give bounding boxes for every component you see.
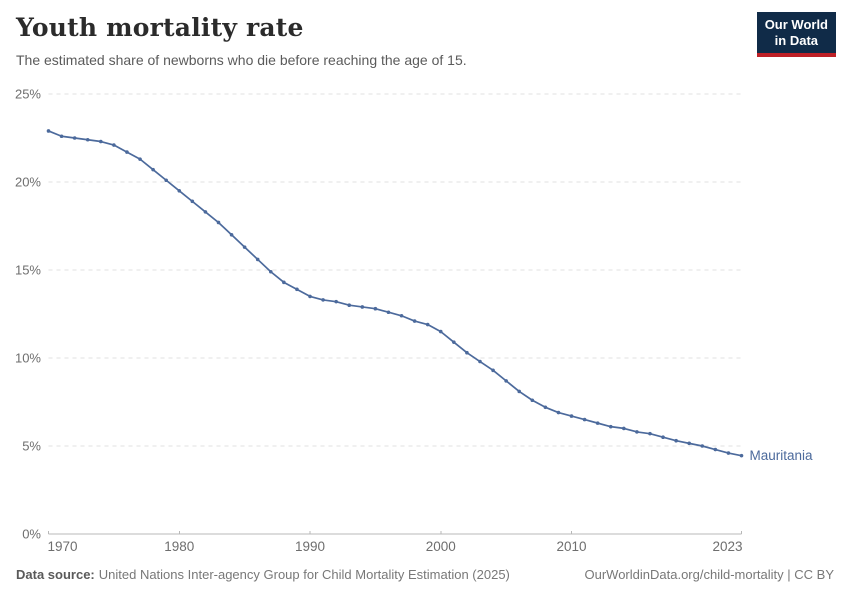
data-point-2010[interactable] [569,414,574,418]
x-axis-label: 1970 [48,539,78,554]
x-axis-label: 1980 [164,539,194,554]
data-point-2011[interactable] [582,417,587,422]
data-point-1986[interactable] [255,257,260,262]
data-point-1989[interactable] [295,287,299,292]
data-point-1973[interactable] [85,137,90,142]
data-point-2022[interactable] [726,451,731,455]
data-point-2005[interactable] [504,379,508,383]
data-point-2007[interactable] [530,398,535,403]
entity-label[interactable]: Mauritania [750,448,814,463]
footer-citation-link[interactable]: OurWorldinData.org/child-mortality | CC … [584,567,835,582]
owid-logo-line2: in Data [774,33,819,49]
data-point-1982[interactable] [203,210,208,214]
x-axis-label: 2023 [712,539,742,554]
data-point-2002[interactable] [465,350,469,355]
data-point-2021[interactable] [713,447,718,452]
data-point-2020[interactable] [700,444,705,448]
data-point-1996[interactable] [386,310,391,315]
y-axis-label: 20% [15,175,41,190]
data-point-1979[interactable] [164,178,168,183]
data-point-2017[interactable] [661,435,665,440]
data-point-1984[interactable] [229,233,234,237]
data-point-2003[interactable] [478,359,482,364]
data-point-1995[interactable] [373,306,378,311]
y-axis-label: 25% [15,87,41,102]
data-point-2018[interactable] [674,438,678,443]
y-axis-label: 15% [15,263,41,278]
data-point-1997[interactable] [399,313,404,318]
data-point-1993[interactable] [347,303,352,307]
data-point-2016[interactable] [648,431,652,436]
data-point-1971[interactable] [59,134,64,139]
data-point-2012[interactable] [595,421,600,425]
data-point-1985[interactable] [242,245,247,249]
y-axis-label: 10% [15,351,41,366]
page-title: Youth mortality rate [16,13,304,42]
data-point-1980[interactable] [177,189,182,193]
data-point-2004[interactable] [491,368,495,373]
data-point-2014[interactable] [622,426,626,431]
data-point-1998[interactable] [412,319,417,323]
data-point-1975[interactable] [112,143,116,147]
data-point-1974[interactable] [99,139,103,144]
data-point-1976[interactable] [125,150,129,154]
data-point-2019[interactable] [687,441,691,446]
data-point-1978[interactable] [151,167,155,172]
data-point-1981[interactable] [190,199,195,204]
data-point-1987[interactable] [268,269,273,274]
data-point-1972[interactable] [72,136,77,140]
data-point-1990[interactable] [308,294,312,299]
data-source: Data source: United Nations Inter-agency … [16,567,510,582]
data-point-1983[interactable] [216,220,221,225]
data-point-1994[interactable] [360,305,365,309]
data-point-1988[interactable] [282,280,286,285]
data-point-1999[interactable] [425,322,430,327]
data-point-1992[interactable] [334,299,338,304]
chart-footer: Data source: United Nations Inter-agency … [16,567,834,582]
y-axis-label: 5% [22,439,41,454]
data-point-2001[interactable] [452,340,456,344]
data-point-2015[interactable] [635,430,639,434]
data-point-2009[interactable] [556,410,561,415]
x-axis-label: 2000 [426,539,456,554]
data-point-1991[interactable] [321,298,325,302]
owid-logo[interactable]: Our World in Data [756,12,836,57]
data-point-2006[interactable] [517,389,522,394]
data-point-2013[interactable] [608,424,613,429]
data-point-2023[interactable] [739,453,744,458]
series-line[interactable] [47,130,743,457]
chart-subtitle: The estimated share of newborns who die … [16,52,467,68]
data-source-text: United Nations Inter-agency Group for Ch… [98,567,510,582]
x-axis-label: 1990 [295,539,325,554]
data-point-2008[interactable] [543,405,548,410]
data-point-1977[interactable] [138,157,142,161]
data-point-1970[interactable] [46,129,51,133]
x-axis-label: 2010 [556,539,586,554]
data-point-2000[interactable] [438,329,443,334]
owid-logo-line1: Our World [764,17,828,32]
data-source-label: Data source: [16,567,95,582]
y-axis-label: 0% [22,527,41,542]
line-chart: 0% 5% 10% 15% 20% 25% 1970 1980 1990 2000 2010 2023… [15,87,814,555]
